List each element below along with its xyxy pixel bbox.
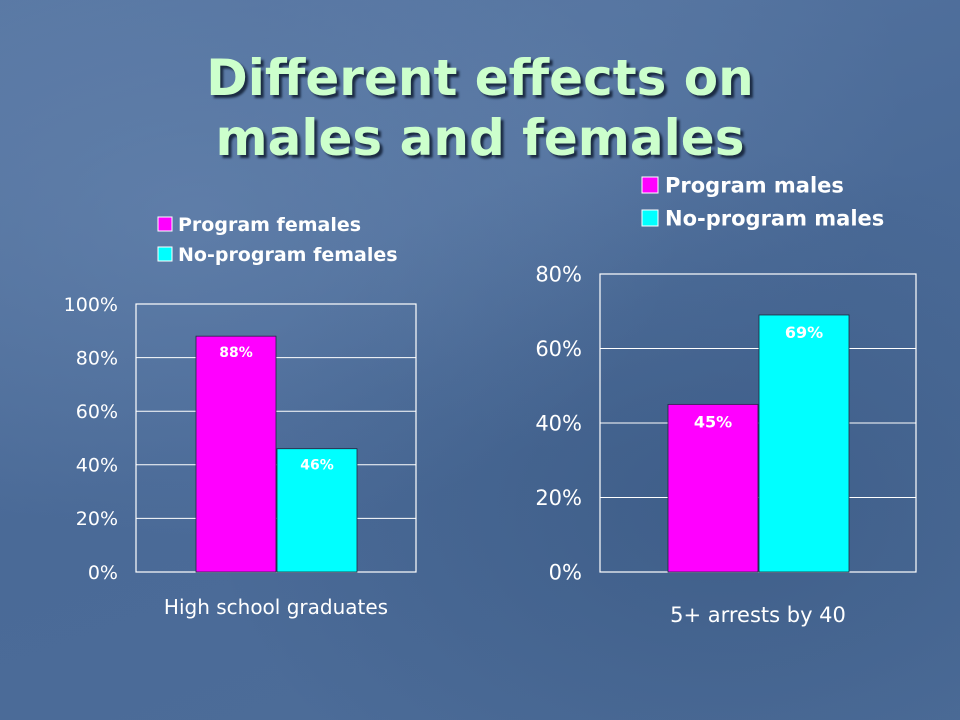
chart-1-data-label-2: 69% bbox=[785, 323, 823, 342]
chart-1-ytick-label: 40% bbox=[535, 412, 582, 436]
chart-1-legend-swatch-1 bbox=[641, 176, 659, 194]
slide-title-line-1: Different effects on bbox=[206, 49, 754, 107]
chart-1-ytick-label: 20% bbox=[535, 486, 582, 510]
chart-0-ytick-label: 0% bbox=[88, 562, 118, 584]
chart-0-bar-1 bbox=[195, 335, 277, 573]
chart-1-ytick-label: 60% bbox=[535, 337, 582, 361]
slide-title-line-2: males and females bbox=[215, 109, 745, 167]
chart-1-bar-1 bbox=[667, 403, 759, 573]
chart-0-legend-swatch-2 bbox=[157, 246, 173, 262]
slide-title: Different effects on males and females bbox=[0, 48, 960, 168]
chart-1-legend-label-1: Program males bbox=[665, 174, 844, 198]
chart-0-ytick-label: 80% bbox=[76, 347, 118, 369]
chart-0-ytick-label: 60% bbox=[76, 401, 118, 423]
chart-0-ytick-label: 40% bbox=[76, 455, 118, 477]
chart-1-legend-swatch-2 bbox=[641, 209, 659, 227]
chart-1-legend-label-2: No-program males bbox=[665, 207, 884, 231]
chart-1-bar-2 bbox=[758, 314, 850, 573]
chart-1-data-label-1: 45% bbox=[694, 412, 732, 431]
chart-1-xlabel: 5+ arrests by 40 bbox=[670, 603, 846, 627]
chart-0-bar-2 bbox=[276, 448, 358, 573]
chart-1-ytick-label: 80% bbox=[535, 263, 582, 287]
chart-0-ytick-label: 100% bbox=[64, 294, 118, 316]
chart-0-legend-label-1: Program females bbox=[178, 214, 361, 236]
chart-0-data-label-2: 46% bbox=[300, 458, 334, 474]
chart-0-legend-label-2: No-program females bbox=[178, 244, 398, 266]
chart-0-legend-swatch-1 bbox=[157, 216, 173, 232]
chart-0-xlabel: High school graduates bbox=[164, 595, 388, 619]
chart-0-data-label-1: 88% bbox=[219, 345, 253, 361]
chart-1-ytick-label: 0% bbox=[549, 561, 582, 585]
chart-0-ytick-label: 20% bbox=[76, 508, 118, 530]
